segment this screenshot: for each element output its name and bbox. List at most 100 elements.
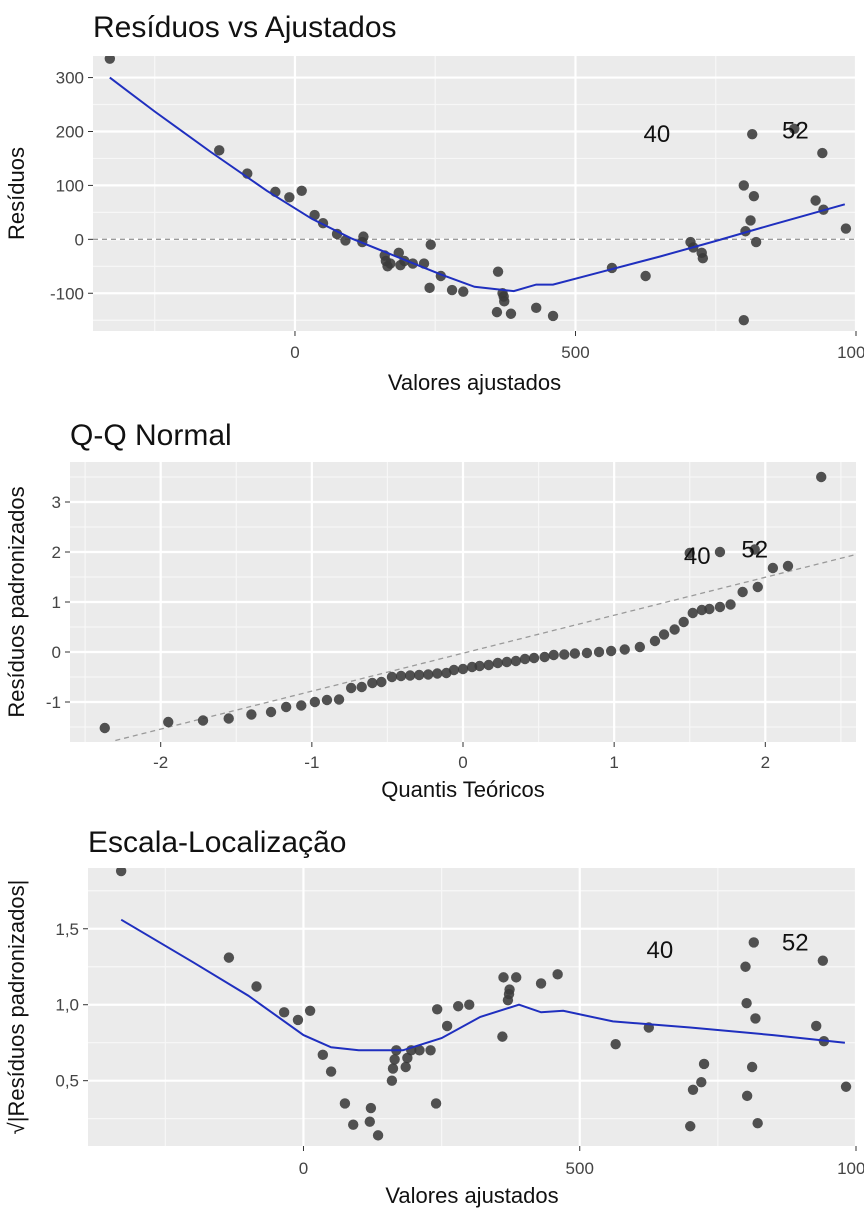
y-tick-label: 0 (52, 643, 61, 662)
data-point (483, 659, 494, 671)
point-annotation: 52 (782, 117, 809, 144)
data-point (817, 955, 829, 966)
data-point (317, 1049, 329, 1061)
data-point (519, 653, 531, 665)
data-point (840, 1081, 852, 1092)
data-point (752, 1118, 763, 1129)
chart-title: Q-Q Normal (70, 419, 232, 452)
data-point (528, 652, 540, 664)
data-point (296, 185, 307, 197)
data-point (400, 1061, 411, 1073)
smooth-line (120, 918, 846, 1052)
point-annotation: 40 (647, 937, 674, 964)
y-tick-label: 0,5 (55, 1072, 79, 1091)
data-point (424, 282, 435, 294)
data-point (750, 236, 762, 248)
data-point (714, 601, 726, 613)
data-point (539, 651, 550, 663)
x-tick-label: 0 (299, 1159, 308, 1178)
data-point (214, 145, 225, 156)
y-tick-label: 1,5 (55, 920, 79, 939)
data-point (816, 471, 827, 483)
data-point (414, 1045, 425, 1056)
data-point (714, 546, 726, 558)
data-point (448, 664, 460, 676)
y-tick-label: 2 (52, 543, 61, 562)
data-point (748, 937, 759, 948)
data-point (99, 722, 110, 734)
reference-line (115, 553, 856, 742)
data-point (413, 669, 425, 681)
data-point (767, 562, 779, 574)
data-point (817, 147, 828, 159)
data-point (104, 56, 116, 64)
data-point (610, 1039, 621, 1050)
data-point (372, 1130, 384, 1141)
y-tick-label: 1,0 (55, 996, 79, 1015)
point-annotation: 52 (782, 929, 809, 956)
data-point (698, 1058, 710, 1070)
data-point (365, 1102, 377, 1114)
data-point (684, 547, 695, 559)
data-point (547, 310, 559, 322)
data-point (696, 604, 708, 616)
data-point (404, 670, 416, 681)
data-point (339, 1098, 351, 1109)
data-point (284, 192, 295, 203)
y-axis-title: Resíduos padronizados (4, 486, 29, 717)
y-tick-label: 300 (56, 69, 84, 88)
data-point (309, 209, 320, 221)
data-point (265, 706, 277, 718)
data-point (504, 984, 515, 995)
x-tick-label: 2 (761, 753, 770, 772)
data-point (389, 1054, 400, 1065)
data-point (333, 694, 345, 705)
data-point (752, 581, 763, 593)
data-point (581, 647, 593, 659)
data-point (678, 616, 689, 628)
x-tick-label: 1 (609, 753, 618, 772)
data-point (535, 978, 547, 989)
data-point (387, 1063, 399, 1074)
data-point (385, 258, 396, 269)
data-point (782, 560, 794, 572)
data-point (457, 663, 469, 675)
y-tick-label: -100 (50, 284, 84, 303)
data-point (738, 180, 749, 191)
plot-panel (93, 56, 856, 331)
y-tick-label: 0 (75, 230, 84, 249)
data-point (223, 952, 235, 963)
data-point (737, 586, 748, 598)
data-point (345, 682, 357, 694)
data-point (810, 195, 821, 206)
x-tick-label: 0 (290, 343, 299, 362)
data-point (738, 315, 749, 326)
data-layer (115, 868, 852, 1141)
x-tick-label: -2 (153, 753, 168, 772)
x-tick-label: 500 (566, 1159, 594, 1178)
data-point (492, 657, 503, 669)
data-point (367, 677, 378, 689)
data-point (741, 1090, 753, 1102)
data-point (115, 868, 127, 877)
y-axis-title: √|Resíduos padronizados| (4, 880, 29, 1135)
data-point (331, 228, 343, 240)
x-tick-label: -1 (304, 753, 319, 772)
point-annotation: 52 (741, 537, 768, 564)
data-point (386, 671, 398, 683)
data-point (748, 190, 760, 202)
data-point (356, 681, 367, 693)
data-point (497, 1031, 508, 1042)
data-point (687, 607, 698, 619)
x-axis-title: Quantis Teóricos (381, 777, 544, 802)
data-point (511, 972, 522, 983)
y-tick-label: 100 (56, 176, 84, 195)
data-point (386, 1075, 398, 1086)
data-point (309, 696, 321, 708)
data-point (431, 1004, 443, 1015)
data-point (492, 266, 504, 277)
x-axis-title: Valores ajustados (388, 370, 561, 395)
